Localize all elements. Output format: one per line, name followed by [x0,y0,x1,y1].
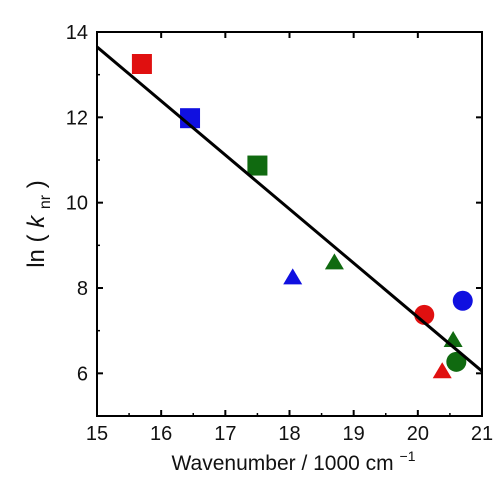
x-axis-label-text: Wavenumber / 1000 cm [172,452,394,475]
x-axis-label: Wavenumber / 1000 cm −1 [172,448,416,475]
data-marks [131,54,473,379]
y-axis-label: ln ( k nr ) [23,180,56,268]
y-tick-label: 10 [66,193,88,215]
y-axis-label-suffix: ) [23,180,50,188]
data-point-circle [446,351,467,372]
x-tick-label: 15 [86,423,108,445]
data-point-triangle [324,253,344,270]
plot-frame [96,31,483,417]
y-axis-label-subscript: nr [37,194,54,209]
y-tick-label: 6 [77,363,88,385]
y-axis-label-prefix: ln ( [23,234,50,267]
y-axis-label-variable: k [23,214,50,228]
data-point-square [180,108,201,129]
x-axis-label-superscript: −1 [400,448,416,464]
x-tick-label: 17 [214,423,236,445]
x-tick-label: 18 [278,423,300,445]
x-axis-ticks: 15 16 17 18 19 20 21 [86,32,493,445]
data-point-circle [452,290,473,311]
y-tick-label: 8 [77,278,88,300]
x-tick-label: 21 [471,423,493,445]
x-tick-label: 19 [343,423,365,445]
data-point-square [131,54,152,74]
y-tick-label: 12 [66,107,88,129]
data-point-square [247,155,268,176]
data-point-triangle [443,331,463,348]
y-axis-ticks: 6 8 10 12 14 [66,22,482,417]
y-tick-label: 14 [66,22,88,44]
x-tick-label: 16 [150,423,172,445]
fit-line-layer [96,45,483,373]
x-tick-label: 20 [407,423,429,445]
data-point-triangle [283,268,303,285]
fit-line [96,45,483,373]
data-point-triangle [432,362,452,379]
